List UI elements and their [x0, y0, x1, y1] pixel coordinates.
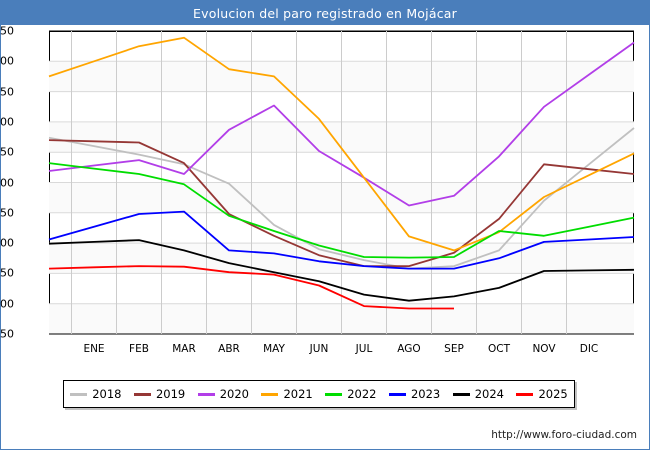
x-axis-tick-label: OCT	[487, 343, 511, 355]
x-axis-tick-label: ABR	[218, 343, 240, 355]
series-line-2018	[48, 127, 635, 270]
page-title: Evolucion del paro registrado en Mojácar	[193, 5, 457, 21]
legend-label: 2023	[410, 387, 441, 401]
data-lines-layer	[48, 36, 635, 310]
legend-label: 2022	[347, 387, 377, 401]
series-line-2020	[48, 41, 635, 207]
y-axis-tick-label: 300	[0, 236, 14, 250]
series-line-2024	[48, 239, 635, 302]
y-axis-tick-label: 600	[0, 54, 14, 68]
y-axis-tick-label: 450	[0, 145, 14, 159]
legend-item-2021[interactable]: 2021	[261, 387, 313, 401]
legend-swatch-icon	[197, 392, 215, 396]
legend-label: 2019	[155, 387, 186, 401]
x-axis-tick-label: JUN	[309, 343, 329, 355]
x-axis-tick-label: ENE	[83, 343, 105, 355]
legend-item-2020[interactable]: 2020	[197, 387, 250, 401]
legend-label: 2025	[538, 387, 568, 401]
x-axis-tick-label: AGO	[397, 343, 421, 355]
y-axis-tick-label: 350	[0, 206, 14, 220]
x-axis-tick-label: MAY	[263, 343, 285, 355]
legend-item-2025[interactable]: 2025	[516, 387, 568, 401]
legend-item-2023[interactable]: 2023	[388, 387, 441, 401]
series-line-2019	[48, 139, 635, 267]
legend-swatch-icon	[133, 392, 151, 396]
y-axis-tick-label: 550	[0, 85, 14, 99]
legend-swatch-icon	[452, 392, 470, 396]
x-axis-tick-label: NOV	[532, 343, 556, 355]
legend-item-2022[interactable]: 2022	[325, 387, 377, 401]
x-axis-tick-label: DIC	[579, 343, 599, 355]
legend-label: 2024	[474, 387, 505, 401]
x-axis-tick-label: FEB	[129, 343, 149, 355]
legend-label: 2021	[283, 387, 313, 401]
legend-swatch-icon	[70, 392, 88, 396]
grid-layer	[49, 30, 634, 335]
y-axis-tick-label: 400	[0, 176, 14, 189]
source-url: http://www.foro-ciudad.com	[491, 429, 637, 441]
legend-swatch-icon	[261, 392, 279, 396]
legend-swatch-icon	[388, 392, 406, 396]
x-axis-tick-label: JUL	[355, 343, 373, 355]
legend-label: 2018	[92, 387, 122, 401]
y-axis-tick-label: 200	[0, 297, 14, 311]
y-axis-tick-label: 650	[0, 24, 14, 38]
y-axis-tick-label: 150	[0, 327, 14, 341]
legend-item-2018[interactable]: 2018	[70, 387, 122, 401]
window-title-bar: Evolucion del paro registrado en Mojácar	[1, 1, 649, 25]
y-axis-tick-label: 500	[0, 115, 14, 129]
series-line-2022	[48, 162, 635, 259]
series-line-2021	[48, 36, 635, 252]
legend-item-2019[interactable]: 2019	[133, 387, 186, 401]
series-line-2025	[48, 265, 454, 310]
legend-swatch-icon	[325, 392, 343, 396]
legend-item-2024[interactable]: 2024	[452, 387, 505, 401]
plot-area	[48, 30, 635, 335]
x-axis-tick-label: MAR	[172, 343, 196, 355]
legend-label: 2020	[219, 387, 250, 401]
chart-legend: 2018 2019 2020 2021 2022 2023 2024 2025	[63, 380, 575, 408]
legend-swatch-icon	[516, 392, 534, 396]
series-line-2023	[48, 210, 635, 270]
y-axis-tick-label: 250	[0, 266, 14, 280]
x-axis-tick-label: SEP	[444, 343, 464, 355]
